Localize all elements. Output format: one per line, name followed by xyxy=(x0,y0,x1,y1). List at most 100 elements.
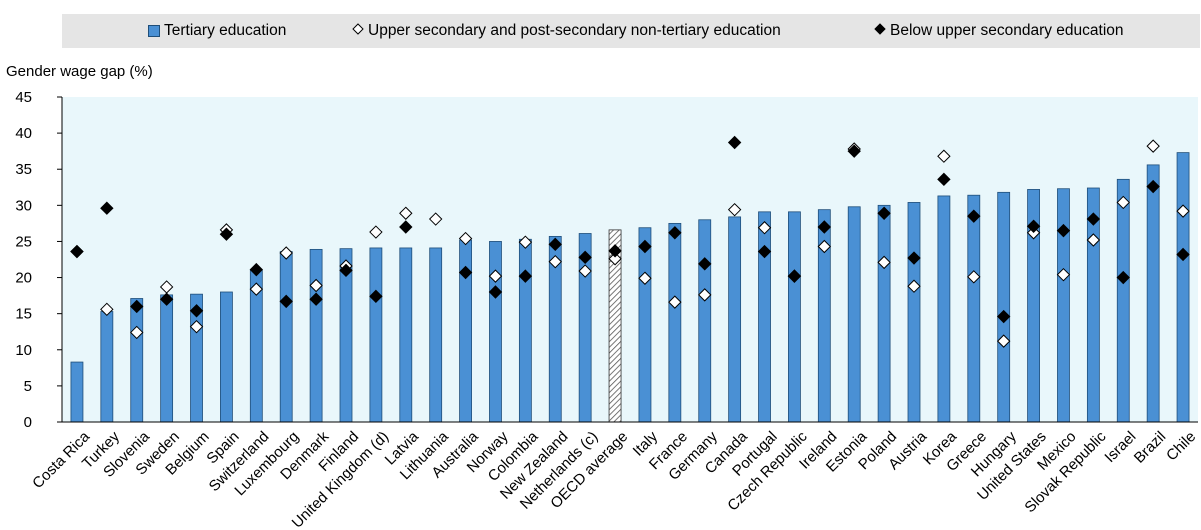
bar xyxy=(369,247,383,423)
filled-diamond-marker xyxy=(907,251,921,265)
open-diamond-marker xyxy=(399,206,413,220)
open-diamond-marker xyxy=(189,319,204,334)
legend-label-tertiary: Tertiary education xyxy=(164,22,287,39)
open-diamond-marker xyxy=(877,255,891,270)
open-diamond-marker xyxy=(130,325,144,340)
filled-diamond-marker xyxy=(877,206,891,220)
filled-diamond-marker xyxy=(1116,270,1130,285)
bar xyxy=(847,206,861,423)
filled-diamond-marker xyxy=(488,285,503,299)
bar xyxy=(638,227,652,423)
open-diamond-marker xyxy=(1116,195,1130,210)
filled-diamond-marker xyxy=(1176,247,1190,262)
y-axis-title: Gender wage gap (%) xyxy=(6,63,153,80)
open-diamond-marker xyxy=(369,225,383,239)
filled-diamond-marker xyxy=(70,244,84,259)
filled-diamond-marker xyxy=(787,269,802,283)
open-diamond-marker xyxy=(967,270,981,284)
bar xyxy=(758,211,771,423)
open-diamond-marker xyxy=(668,295,682,309)
legend-label-upper-secondary: Upper secondary and post-secondary non-t… xyxy=(368,22,781,40)
filled-diamond-marker xyxy=(309,292,323,306)
open-diamond-marker xyxy=(428,212,443,226)
filled-diamond-icon xyxy=(874,14,886,48)
open-diamond-marker xyxy=(638,271,652,285)
y-tick-label: 15 xyxy=(15,306,32,323)
bar xyxy=(877,204,891,423)
open-diamond-marker xyxy=(309,278,323,293)
y-tick-label: 40 xyxy=(15,125,32,142)
open-diamond-marker xyxy=(279,246,293,260)
bar xyxy=(429,247,443,423)
open-diamond-marker xyxy=(1056,267,1071,282)
open-diamond-marker xyxy=(817,239,832,254)
legend-item-upper-secondary: Upper secondary and post-secondary non-t… xyxy=(352,14,781,48)
filled-diamond-marker xyxy=(698,257,712,271)
filled-diamond-marker xyxy=(578,250,592,265)
filled-diamond-marker xyxy=(189,304,204,318)
filled-diamond-marker xyxy=(130,299,144,314)
filled-diamond-marker xyxy=(518,269,533,283)
bar-swatch-icon xyxy=(148,24,160,37)
y-tick-label: 30 xyxy=(15,197,32,214)
bar xyxy=(160,294,174,423)
bar xyxy=(399,247,413,423)
y-tick-label: 45 xyxy=(15,89,32,106)
filled-diamond-marker xyxy=(548,237,562,252)
filled-diamond-marker xyxy=(967,209,981,223)
bar xyxy=(997,191,1011,423)
open-diamond-marker xyxy=(578,264,592,278)
bar xyxy=(967,194,981,423)
x-tick-label: Israel xyxy=(1101,428,1139,466)
open-diamond-marker xyxy=(249,282,264,296)
open-diamond-marker xyxy=(996,334,1011,348)
open-diamond-marker xyxy=(1176,204,1190,218)
filled-diamond-marker xyxy=(159,292,174,306)
filled-diamond-marker xyxy=(458,265,473,280)
open-diamond-marker xyxy=(458,231,473,246)
filled-diamond-marker xyxy=(1056,223,1071,238)
x-tick-label: Chile xyxy=(1163,428,1199,464)
legend-item-tertiary: Tertiary education xyxy=(148,14,286,48)
open-diamond-marker xyxy=(907,279,921,293)
filled-diamond-marker xyxy=(727,135,742,150)
y-tick-label: 5 xyxy=(24,378,32,395)
filled-diamond-marker xyxy=(847,144,861,158)
filled-diamond-marker xyxy=(1086,212,1101,226)
bar xyxy=(1116,178,1130,423)
y-tick-label: 0 xyxy=(24,414,32,431)
open-diamond-marker xyxy=(608,252,622,266)
bar xyxy=(1057,188,1070,423)
filled-diamond-marker xyxy=(339,263,353,278)
open-diamond-marker xyxy=(518,235,533,249)
open-diamond-marker xyxy=(698,288,712,302)
bar xyxy=(279,251,293,423)
legend-label-below-secondary: Below upper secondary education xyxy=(890,22,1124,40)
open-diamond-icon xyxy=(352,14,364,48)
filled-diamond-marker xyxy=(1026,219,1041,233)
open-diamond-marker xyxy=(757,221,772,235)
filled-diamond-marker xyxy=(996,309,1011,324)
filled-diamond-marker xyxy=(608,244,622,258)
x-tick-label: Brazil xyxy=(1131,428,1170,467)
filled-diamond-marker xyxy=(937,172,951,187)
filled-diamond-marker xyxy=(279,294,293,309)
bar xyxy=(220,291,233,423)
open-diamond-marker xyxy=(488,269,503,283)
filled-diamond-marker xyxy=(817,220,832,234)
y-tick-label: 35 xyxy=(15,161,32,178)
bar xyxy=(309,248,323,423)
filled-diamond-marker xyxy=(668,226,682,240)
bar xyxy=(518,238,532,423)
filled-diamond-marker xyxy=(1146,179,1160,194)
open-diamond-marker xyxy=(937,149,951,163)
y-tick-label: 20 xyxy=(15,270,32,287)
bar xyxy=(788,211,801,423)
open-diamond-marker xyxy=(1086,233,1101,247)
bar xyxy=(130,298,144,423)
open-diamond-marker xyxy=(727,202,742,217)
bar xyxy=(728,216,742,423)
chart-legend: Tertiary education Upper secondary and p… xyxy=(62,14,1200,48)
y-tick-label: 10 xyxy=(15,342,32,359)
